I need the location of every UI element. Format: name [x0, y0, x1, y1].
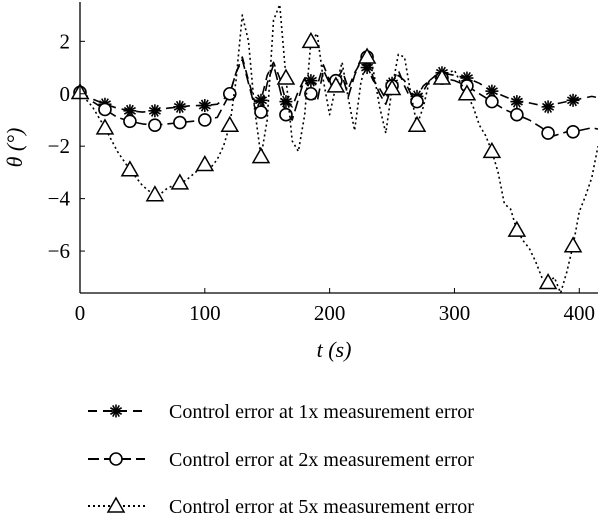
y-tick-label: 2 — [60, 29, 71, 53]
asterisk-marker — [279, 95, 293, 109]
asterisk-marker — [254, 93, 268, 107]
y-tick-label: −4 — [48, 187, 71, 211]
triangle-marker — [407, 115, 427, 132]
circle-marker — [566, 124, 580, 139]
series-markers — [73, 50, 580, 140]
x-tick-label: 400 — [564, 301, 596, 325]
axes: 0 100 200 300 400 2 0 −2 −4 −6 t (s) θ (°) — [2, 2, 598, 362]
y-tick-label: −2 — [48, 134, 70, 158]
triangle-marker — [145, 185, 165, 202]
asterisk-marker — [148, 104, 162, 118]
legend-circle-marker — [109, 452, 123, 466]
legend-item-2: Control error at 2x measurement error — [88, 449, 474, 471]
series-layer — [70, 3, 598, 293]
y-tick-label: −6 — [48, 239, 70, 263]
triangle-marker — [95, 118, 115, 135]
asterisk-marker — [510, 95, 524, 109]
asterisk-marker — [566, 93, 580, 107]
y-tick-label: 0 — [60, 82, 71, 106]
legend-asterisk-marker — [109, 404, 123, 418]
legend-label: Control error at 2x measurement error — [169, 449, 474, 471]
x-tick-label: 100 — [189, 301, 221, 325]
triangle-marker — [120, 160, 140, 177]
triangle-marker — [301, 31, 321, 49]
triangle-marker — [432, 68, 452, 85]
circle-marker — [148, 118, 162, 133]
x-tick-label: 200 — [314, 301, 346, 325]
circle-marker — [254, 105, 268, 119]
circle-marker — [222, 86, 237, 101]
series-markers — [70, 31, 583, 290]
triangle-marker — [220, 115, 240, 132]
asterisk-marker — [198, 99, 212, 113]
series-3 — [80, 3, 598, 293]
circle-marker — [410, 94, 424, 109]
circle-marker — [173, 115, 187, 130]
asterisk-marker — [485, 84, 499, 98]
triangle-marker — [195, 155, 215, 172]
legend-triangle-marker — [106, 496, 126, 513]
legend-label: Control error at 5x measurement error — [169, 496, 474, 518]
triangle-marker — [251, 147, 271, 164]
triangle-marker — [326, 76, 346, 93]
triangle-marker — [382, 79, 402, 96]
triangle-marker — [170, 173, 190, 190]
x-tick-label: 0 — [75, 301, 86, 325]
circle-marker — [198, 113, 212, 127]
triangle-marker — [457, 84, 477, 101]
triangle-marker — [538, 273, 558, 290]
x-tick-label: 300 — [439, 301, 471, 325]
legend: Control error at 1x measurement error Con… — [88, 401, 474, 518]
circle-marker — [304, 86, 318, 101]
triangle-marker — [276, 68, 296, 85]
asterisk-marker — [173, 100, 187, 114]
triangle-marker — [482, 141, 502, 159]
circle-marker — [541, 126, 555, 140]
asterisk-marker — [541, 100, 555, 114]
circle-marker — [485, 94, 499, 109]
legend-item-1: Control error at 1x measurement error — [88, 401, 474, 423]
triangle-marker — [507, 220, 527, 237]
series-markers — [73, 61, 580, 118]
circle-marker — [510, 107, 524, 122]
x-axis-label: t (s) — [317, 337, 352, 362]
y-axis-label: θ (°) — [2, 128, 27, 168]
legend-item-3: Control error at 5x measurement error — [88, 496, 474, 518]
series-line — [80, 3, 598, 293]
circle-marker — [123, 114, 137, 129]
triangle-marker — [563, 236, 583, 253]
triangle-marker — [357, 47, 377, 64]
circle-marker — [279, 107, 293, 122]
legend-label: Control error at 1x measurement error — [169, 401, 474, 423]
circle-marker — [98, 102, 112, 117]
